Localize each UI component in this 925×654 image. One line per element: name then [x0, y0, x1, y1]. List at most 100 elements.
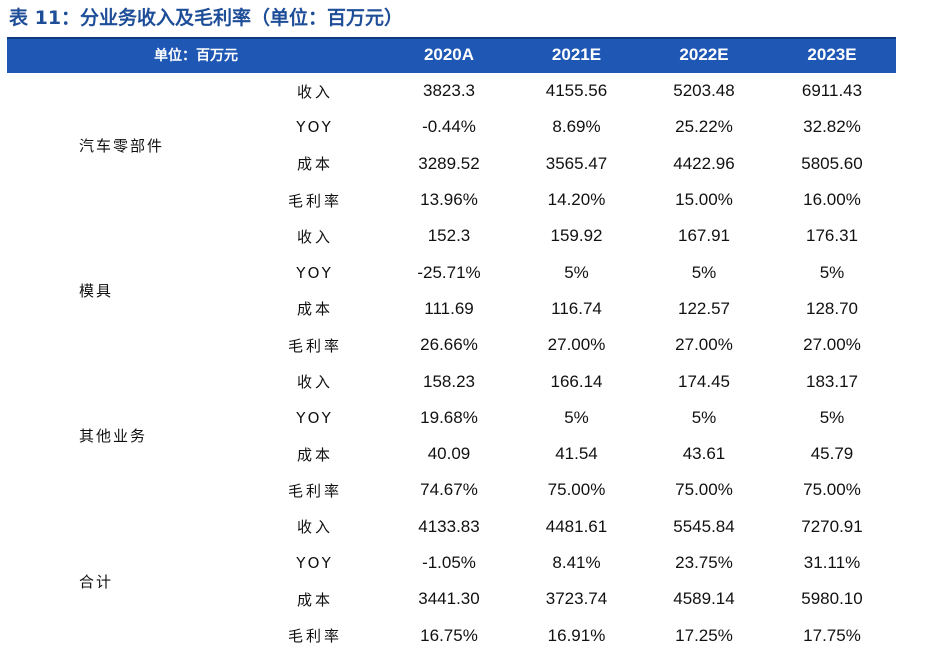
table-row: 毛利率 13.96% 14.20% 15.00% 16.00%	[7, 182, 896, 218]
value-cell: 3723.74	[545, 589, 608, 609]
table-body: 汽车零部件收入 3823.3 4155.56 5203.48 6911.43 YOY -0.…	[7, 73, 896, 654]
value-cell: 166.14	[550, 371, 603, 391]
value-cell: 176.31	[806, 226, 858, 246]
year-header-2020a: 2020A	[423, 45, 475, 64]
value-cell: 43.61	[682, 444, 726, 464]
table-row: YOY -1.05% 8.41% 23.75% 31.11%	[7, 545, 896, 581]
value-cell: 3823.3	[423, 81, 475, 101]
value-cell: 8.69%	[552, 117, 601, 137]
value-cell: 31.11%	[803, 553, 861, 572]
metric-label: 收入	[296, 227, 333, 246]
value-cell: 4422.96	[673, 153, 735, 173]
value-cell: 174.45	[678, 371, 730, 391]
value-cell: 5%	[691, 407, 717, 427]
value-cell: 111.69	[424, 298, 474, 318]
table-row: 毛利率 26.66% 27.00% 27.00% 27.00%	[7, 327, 896, 363]
value-cell: 41.54	[555, 444, 598, 464]
value-cell: -25.71%	[417, 262, 481, 282]
table-row: 模具 收入 152.3 159.92 167.91 176.31	[7, 218, 896, 300]
value-cell: 159.92	[550, 226, 603, 246]
table-row: 合计 收入 4133.83 4481.61 5545.84 7270.91	[7, 509, 896, 591]
value-cell: 8.41%	[552, 553, 601, 572]
value-cell: 5805.60	[801, 153, 863, 173]
segment-name: 其他业务	[79, 427, 148, 446]
value-cell: 4155.56	[545, 81, 608, 101]
year-header-2023e: 2023E	[807, 45, 857, 64]
value-cell: 122.57	[678, 298, 730, 318]
value-cell: 167.91	[678, 226, 730, 246]
table-row: YOY -25.71% 5% 5% 5%	[7, 254, 896, 290]
value-cell: 4133.83	[418, 516, 480, 536]
metric-label: 收入	[296, 373, 333, 392]
value-cell: 5%	[819, 262, 845, 282]
segment-name: 汽车零部件	[79, 137, 165, 156]
metric-label: 收入	[296, 518, 333, 537]
value-cell: 17.25%	[675, 625, 733, 645]
value-cell: 45.79	[810, 444, 854, 464]
value-cell: 128.70	[806, 298, 858, 318]
value-cell: 27.00%	[547, 335, 606, 355]
segment-revenue-table: 单位：百万元 2020A 2021E 2022E 2023E 汽车零部件收入 38…	[7, 37, 896, 654]
metric-label: YOY	[296, 263, 334, 282]
value-cell: 116.74	[551, 298, 602, 318]
value-cell: 16.91%	[547, 625, 606, 645]
metric-label: 毛利率	[287, 336, 342, 355]
table-row: 汽车零部件 收入 3823.3 4155.56 5203.48 6911.43	[7, 73, 896, 155]
value-cell: 158.23	[423, 371, 475, 391]
table-row: 成本 111.69 116.74 122.57 128.70	[7, 291, 896, 327]
value-cell: 40.09	[427, 444, 471, 464]
value-cell: -1.05%	[422, 553, 476, 572]
segment-name: 合计	[79, 572, 114, 591]
value-cell: 7270.91	[801, 516, 863, 536]
value-cell: 5%	[691, 262, 717, 282]
table-row: 成本 3289.52 3565.47 4422.96 5805.60	[7, 146, 896, 182]
metric-label: 成本	[296, 590, 333, 609]
value-cell: -0.44%	[422, 117, 476, 137]
metric-label: 成本	[296, 445, 333, 464]
segment-name: 模具	[79, 282, 114, 301]
value-cell: 3565.47	[545, 153, 608, 173]
value-cell: 16.00%	[803, 190, 861, 210]
value-cell: 3441.30	[418, 589, 480, 609]
year-header-2022e: 2022E	[679, 45, 729, 64]
value-cell: 5%	[819, 407, 845, 427]
value-cell: 13.96%	[420, 190, 478, 210]
metric-label: 成本	[296, 300, 333, 319]
value-cell: 74.67%	[420, 480, 478, 500]
value-cell: 26.66%	[420, 335, 478, 355]
value-cell: 32.82%	[803, 117, 861, 137]
value-cell: 4589.14	[673, 589, 735, 609]
metric-label: YOY	[296, 118, 334, 137]
value-cell: 27.00%	[675, 335, 733, 355]
metric-label: 成本	[296, 155, 333, 174]
value-cell: 25.22%	[675, 117, 733, 137]
value-cell: 19.68%	[420, 407, 478, 427]
value-cell: 16.75%	[420, 625, 478, 645]
value-cell: 5545.84	[673, 516, 735, 536]
header-band	[7, 37, 896, 73]
value-cell: 3289.52	[418, 153, 480, 173]
table-row: 毛利率 16.75% 16.91% 17.25% 17.75%	[7, 617, 896, 653]
value-cell: 183.17	[806, 371, 858, 391]
value-cell: 6911.43	[801, 81, 863, 101]
value-cell: 75.00%	[675, 480, 733, 500]
value-cell: 75.00%	[803, 480, 861, 500]
value-cell: 27.00%	[803, 335, 861, 355]
value-cell: 5%	[564, 262, 589, 282]
header-row: 单位：百万元 2020A 2021E 2022E 2023E	[7, 37, 896, 73]
table-row: YOY -0.44% 8.69% 25.22% 32.82%	[7, 109, 896, 145]
value-cell: 5%	[564, 407, 589, 427]
metric-label: 毛利率	[287, 481, 342, 500]
metric-label: YOY	[296, 408, 334, 427]
value-cell: 14.20%	[547, 190, 606, 210]
table-row: 其他业务 收入 158.23 166.14 174.45 183.17	[7, 363, 896, 446]
value-cell: 4481.61	[545, 516, 608, 536]
value-cell: 75.00%	[547, 480, 606, 500]
table-row: 成本 3441.30 3723.74 4589.14 5980.10	[7, 581, 896, 617]
metric-label: YOY	[296, 554, 334, 572]
metric-label: 毛利率	[287, 191, 342, 210]
value-cell: 5980.10	[801, 589, 863, 609]
value-cell: 152.3	[427, 226, 471, 246]
table-row: 成本 40.09 41.54 43.61 45.79	[7, 436, 896, 472]
value-cell: 5203.48	[673, 81, 735, 101]
